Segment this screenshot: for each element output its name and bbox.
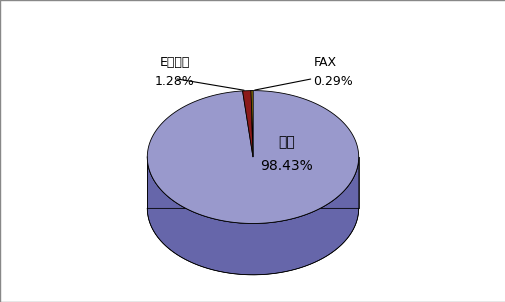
Polygon shape <box>147 158 358 275</box>
Polygon shape <box>147 91 358 223</box>
Polygon shape <box>147 157 358 275</box>
Text: 1.28%: 1.28% <box>155 75 194 88</box>
Text: FAX: FAX <box>313 56 336 69</box>
Text: 電話: 電話 <box>277 135 294 149</box>
Polygon shape <box>242 91 252 157</box>
Text: 98.43%: 98.43% <box>260 159 312 173</box>
Text: Eメール: Eメール <box>159 56 189 69</box>
Polygon shape <box>250 91 252 157</box>
Text: 0.29%: 0.29% <box>313 75 352 88</box>
